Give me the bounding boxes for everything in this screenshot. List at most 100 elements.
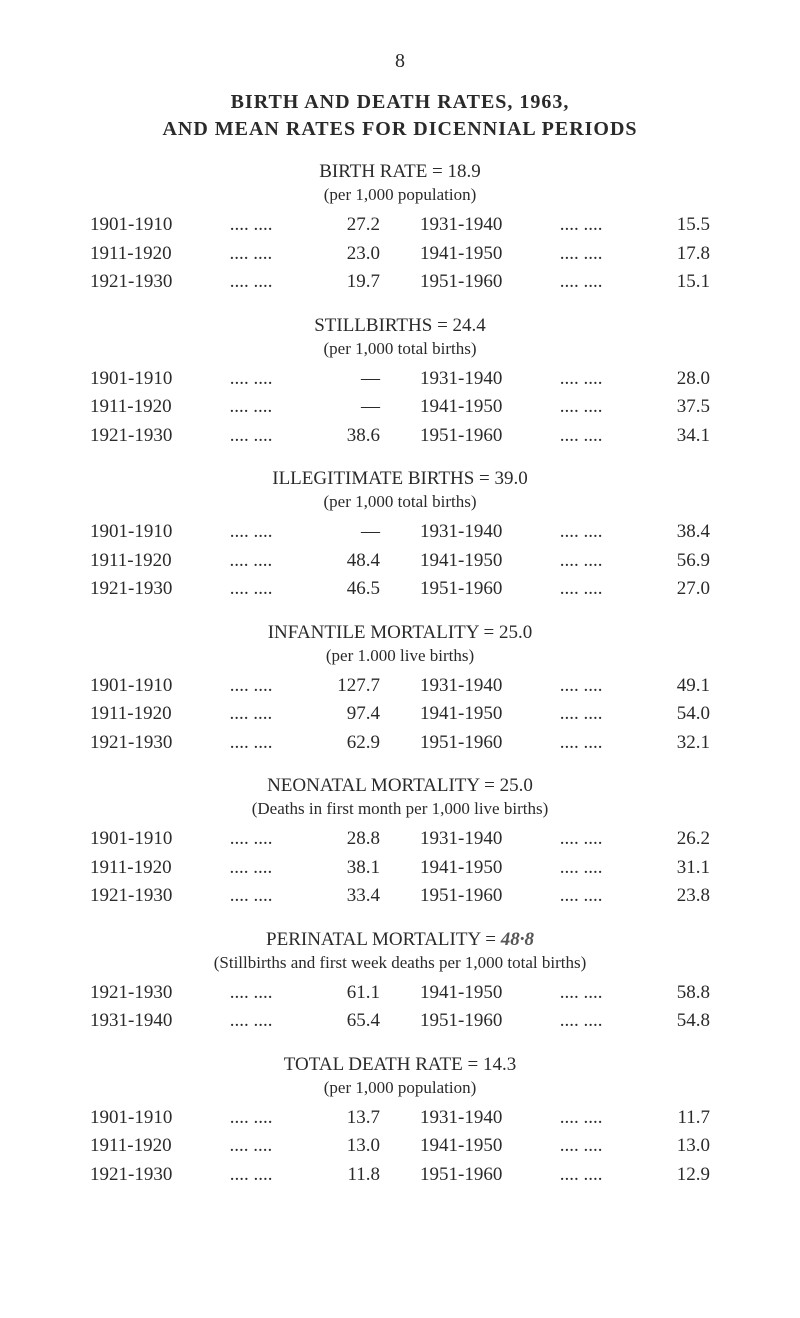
data-col-right: 1931-1940.... ....15.5 1941-1950.... ...… xyxy=(420,211,710,297)
value: 38.4 xyxy=(660,518,710,547)
value: 17.8 xyxy=(660,240,710,269)
dots: .... .... xyxy=(502,1161,660,1190)
data-col-right: 1941-1950.... ....58.8 1951-1960.... ...… xyxy=(420,979,710,1036)
data-row: 1951-1960.... ....54.8 xyxy=(420,1007,710,1036)
dots: .... .... xyxy=(172,882,330,911)
value: 46.5 xyxy=(330,575,380,604)
section-illegitimate: ILLEGITIMATE BIRTHS = 39.0 (per 1,000 to… xyxy=(90,468,710,604)
data-row: 1921-1930.... ....33.4 xyxy=(90,882,380,911)
value: 23.0 xyxy=(330,240,380,269)
data-row: 1911-1920.... ....23.0 xyxy=(90,240,380,269)
value: 58.8 xyxy=(660,979,710,1008)
period: 1921-1930 xyxy=(90,979,172,1008)
data-row: 1901-1910.... ....13.7 xyxy=(90,1104,380,1133)
section-title: INFANTILE MORTALITY = 25.0 xyxy=(90,622,710,644)
period: 1921-1930 xyxy=(90,268,172,297)
handwritten-value: 48·8 xyxy=(501,929,534,950)
period: 1911-1920 xyxy=(90,700,172,729)
period: 1901-1910 xyxy=(90,1104,172,1133)
section-subtitle: (per 1,000 total births) xyxy=(90,492,710,512)
data-row: 1931-1940.... ....11.7 xyxy=(420,1104,710,1133)
data-col-right: 1931-1940.... ....49.1 1941-1950.... ...… xyxy=(420,672,710,758)
period: 1941-1950 xyxy=(420,547,502,576)
value: 61.1 xyxy=(330,979,380,1008)
value: 28.8 xyxy=(330,825,380,854)
period: 1931-1940 xyxy=(420,825,502,854)
dots: .... .... xyxy=(502,1104,660,1133)
data-row: 1931-1940.... ....15.5 xyxy=(420,211,710,240)
dots: .... .... xyxy=(502,575,660,604)
dots: .... .... xyxy=(502,365,660,394)
value: 15.1 xyxy=(660,268,710,297)
data-row: 1901-1910.... ....28.8 xyxy=(90,825,380,854)
data-row: 1911-1920.... ....13.0 xyxy=(90,1132,380,1161)
period: 1951-1960 xyxy=(420,729,502,758)
data-row: 1921-1930.... ....19.7 xyxy=(90,268,380,297)
data-row: 1941-1950.... ....17.8 xyxy=(420,240,710,269)
value: 31.1 xyxy=(660,854,710,883)
dots: .... .... xyxy=(502,393,660,422)
period: 1921-1930 xyxy=(90,1161,172,1190)
value: 54.8 xyxy=(660,1007,710,1036)
section-neonatal: NEONATAL MORTALITY = 25.0 (Deaths in fir… xyxy=(90,775,710,911)
dots: .... .... xyxy=(502,729,660,758)
data-col-right: 1931-1940.... ....28.0 1941-1950.... ...… xyxy=(420,365,710,451)
dots: .... .... xyxy=(172,1007,330,1036)
dots: .... .... xyxy=(502,979,660,1008)
period: 1951-1960 xyxy=(420,1007,502,1036)
dots: .... .... xyxy=(502,211,660,240)
main-title: BIRTH AND DEATH RATES, 1963, xyxy=(90,91,710,114)
data-col-right: 1931-1940.... ....26.2 1941-1950.... ...… xyxy=(420,825,710,911)
dots: .... .... xyxy=(502,700,660,729)
dots: .... .... xyxy=(172,979,330,1008)
section-title: TOTAL DEATH RATE = 14.3 xyxy=(90,1054,710,1076)
value: 34.1 xyxy=(660,422,710,451)
period: 1951-1960 xyxy=(420,882,502,911)
data-col-right: 1931-1940.... ....38.4 1941-1950.... ...… xyxy=(420,518,710,604)
period: 1901-1910 xyxy=(90,518,172,547)
period: 1911-1920 xyxy=(90,1132,172,1161)
value: 37.5 xyxy=(660,393,710,422)
data-row: 1921-1930.... ....62.9 xyxy=(90,729,380,758)
data-grid: 1901-1910.... ....28.8 1911-1920.... ...… xyxy=(90,825,710,911)
value: — xyxy=(330,365,380,394)
dots: .... .... xyxy=(502,672,660,701)
value: 13.7 xyxy=(330,1104,380,1133)
dots: .... .... xyxy=(172,518,330,547)
data-col-left: 1901-1910.... ....— 1911-1920.... ....— … xyxy=(90,365,380,451)
period: 1931-1940 xyxy=(420,1104,502,1133)
data-row: 1941-1950.... ....54.0 xyxy=(420,700,710,729)
dots: .... .... xyxy=(172,854,330,883)
period: 1931-1940 xyxy=(420,365,502,394)
data-grid: 1901-1910.... ....27.2 1911-1920.... ...… xyxy=(90,211,710,297)
data-row: 1901-1910.... ....27.2 xyxy=(90,211,380,240)
value: — xyxy=(330,518,380,547)
section-title: STILLBIRTHS = 24.4 xyxy=(90,315,710,337)
dots: .... .... xyxy=(502,547,660,576)
data-row: 1911-1920.... ....97.4 xyxy=(90,700,380,729)
period: 1901-1910 xyxy=(90,672,172,701)
period: 1941-1950 xyxy=(420,700,502,729)
data-grid: 1901-1910.... ....— 1911-1920.... ....— … xyxy=(90,365,710,451)
dots: .... .... xyxy=(172,575,330,604)
section-subtitle: (per 1,000 population) xyxy=(90,1078,710,1098)
period: 1911-1920 xyxy=(90,854,172,883)
value: 27.0 xyxy=(660,575,710,604)
data-row: 1941-1950.... ....56.9 xyxy=(420,547,710,576)
value: 13.0 xyxy=(330,1132,380,1161)
data-row: 1921-1930.... ....46.5 xyxy=(90,575,380,604)
value: 33.4 xyxy=(330,882,380,911)
data-row: 1911-1920.... ....— xyxy=(90,393,380,422)
period: 1931-1940 xyxy=(90,1007,172,1036)
data-row: 1941-1950.... ....31.1 xyxy=(420,854,710,883)
section-stillbirths: STILLBIRTHS = 24.4 (per 1,000 total birt… xyxy=(90,315,710,451)
value: 65.4 xyxy=(330,1007,380,1036)
value: 32.1 xyxy=(660,729,710,758)
section-title: NEONATAL MORTALITY = 25.0 xyxy=(90,775,710,797)
dots: .... .... xyxy=(172,393,330,422)
data-col-left: 1901-1910.... ....28.8 1911-1920.... ...… xyxy=(90,825,380,911)
dots: .... .... xyxy=(172,422,330,451)
period: 1931-1940 xyxy=(420,211,502,240)
dots: .... .... xyxy=(172,268,330,297)
period: 1951-1960 xyxy=(420,575,502,604)
